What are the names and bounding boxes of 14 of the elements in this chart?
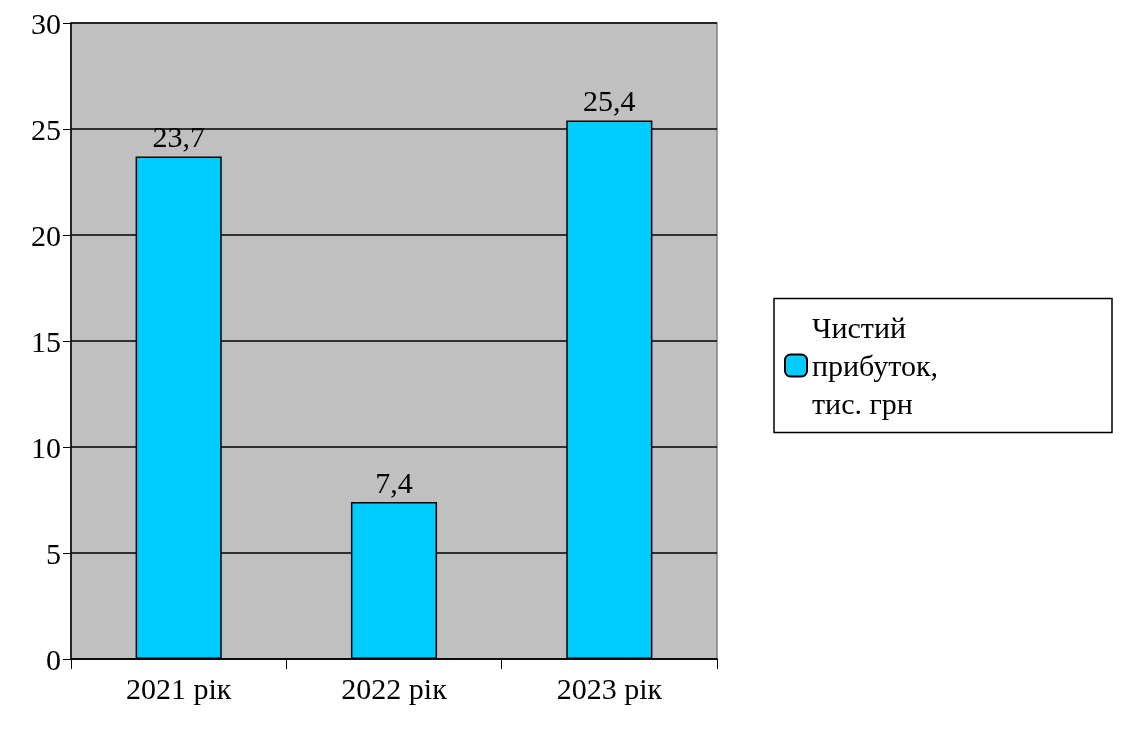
data-label: 23,7	[152, 120, 205, 154]
x-tick-label: 2021 рік	[125, 671, 232, 705]
y-tick-label: 30	[31, 6, 61, 40]
y-tick-label: 10	[31, 430, 61, 464]
y-tick-label: 20	[31, 218, 61, 252]
y-tick-label: 25	[31, 112, 61, 146]
y-tick-label: 5	[46, 536, 61, 570]
y-tick-label: 15	[31, 324, 61, 358]
legend-label: Чистий прибуток, тис. грн	[812, 311, 946, 420]
data-label: 25,4	[583, 84, 636, 118]
y-tick-label: 0	[46, 642, 61, 676]
data-label: 7,4	[375, 465, 413, 499]
x-tick-label: 2023 рік	[556, 671, 663, 705]
x-tick-label: 2022 рік	[341, 671, 448, 705]
